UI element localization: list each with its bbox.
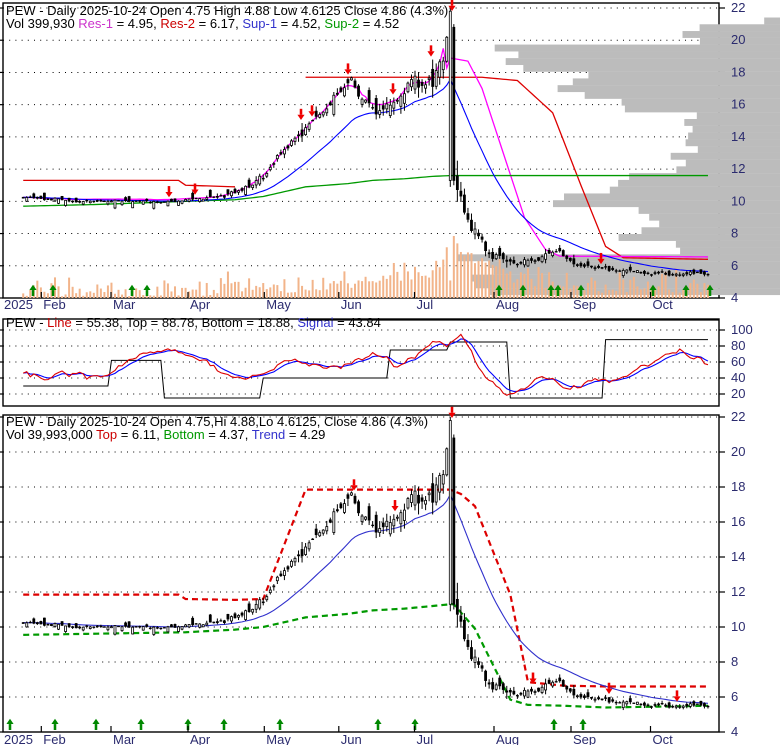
svg-text:Jun: Jun xyxy=(341,732,362,745)
svg-text:18: 18 xyxy=(731,64,745,79)
svg-text:Vol 39,993,000 Top = 6.11, Bot: Vol 39,993,000 Top = 6.11, Bottom = 4.37… xyxy=(6,427,325,442)
svg-text:10: 10 xyxy=(731,193,745,208)
svg-text:Apr: Apr xyxy=(190,297,211,312)
svg-text:80: 80 xyxy=(731,338,745,353)
svg-text:2025: 2025 xyxy=(4,732,33,745)
svg-text:16: 16 xyxy=(731,514,745,529)
svg-text:8: 8 xyxy=(731,226,738,241)
svg-text:2025: 2025 xyxy=(4,297,33,312)
svg-text:60: 60 xyxy=(731,354,745,369)
svg-text:100: 100 xyxy=(731,322,753,337)
svg-text:Oct: Oct xyxy=(653,732,674,745)
svg-text:20: 20 xyxy=(731,386,745,401)
svg-text:Feb: Feb xyxy=(43,732,65,745)
svg-text:22: 22 xyxy=(731,409,745,424)
svg-text:14: 14 xyxy=(731,549,745,564)
svg-text:22: 22 xyxy=(731,0,745,15)
svg-text:14: 14 xyxy=(731,129,745,144)
svg-text:Aug: Aug xyxy=(496,297,519,312)
svg-text:Apr: Apr xyxy=(190,732,211,745)
svg-text:Oct: Oct xyxy=(653,297,674,312)
svg-text:20: 20 xyxy=(731,32,745,47)
svg-text:Jul: Jul xyxy=(417,732,434,745)
svg-text:18: 18 xyxy=(731,479,745,494)
svg-text:4: 4 xyxy=(731,290,738,305)
svg-text:Jun: Jun xyxy=(341,297,362,312)
svg-text:Mar: Mar xyxy=(113,297,136,312)
svg-text:Vol 399,930 Res-1 = 4.95, Res-: Vol 399,930 Res-1 = 4.95, Res-2 = 6.17, … xyxy=(6,16,399,31)
svg-text:12: 12 xyxy=(731,161,745,176)
svg-text:4: 4 xyxy=(731,724,738,739)
svg-text:Jul: Jul xyxy=(417,297,434,312)
svg-text:6: 6 xyxy=(731,689,738,704)
svg-text:May: May xyxy=(266,732,291,745)
svg-text:20: 20 xyxy=(731,444,745,459)
svg-text:6: 6 xyxy=(731,258,738,273)
svg-text:10: 10 xyxy=(731,619,745,634)
svg-text:40: 40 xyxy=(731,370,745,385)
svg-text:Feb: Feb xyxy=(43,297,65,312)
svg-text:Sep: Sep xyxy=(573,297,596,312)
svg-text:Mar: Mar xyxy=(113,732,136,745)
svg-text:May: May xyxy=(266,297,291,312)
svg-text:Sep: Sep xyxy=(573,732,596,745)
svg-text:Aug: Aug xyxy=(496,732,519,745)
svg-text:8: 8 xyxy=(731,654,738,669)
svg-text:12: 12 xyxy=(731,584,745,599)
svg-text:PEW - Line = 55.38, Top = 88.7: PEW - Line = 55.38, Top = 88.78, Bottom … xyxy=(6,315,381,330)
svg-text:16: 16 xyxy=(731,97,745,112)
